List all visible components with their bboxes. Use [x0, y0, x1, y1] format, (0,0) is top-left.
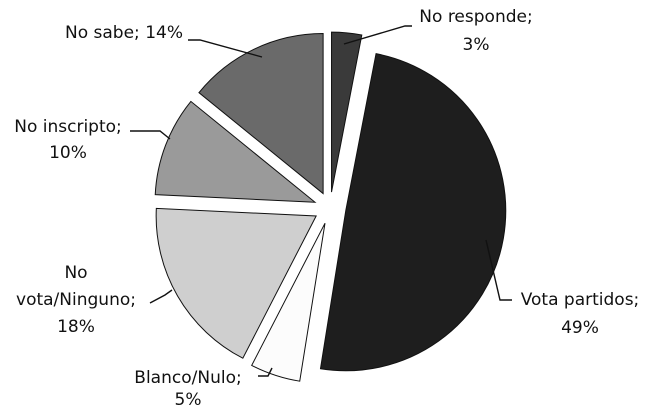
leader-lines	[130, 25, 512, 377]
leader-line-no-vota	[149, 289, 173, 304]
label-vota-partidos-value: 49%	[561, 318, 599, 338]
label-blanco-nulo-value: 5%	[175, 390, 202, 407]
pie-slice-no-responde	[331, 31, 363, 193]
label-no-responde-value: 3%	[463, 35, 490, 55]
leader-line-no-inscripto	[130, 130, 171, 140]
label-no-vota-value: 18%	[57, 317, 95, 337]
leader-line-vota-partidos	[485, 239, 512, 301]
label-no-sabe: No sabe; 14%	[65, 23, 183, 43]
label-blanco-nulo: Blanco/Nulo;	[134, 368, 241, 388]
pie-slice-no-vota-ninguno	[155, 207, 317, 359]
label-no-responde: No responde;	[419, 7, 532, 27]
leader-line-no-responde	[343, 25, 412, 45]
leader-line-blanco-nulo	[258, 367, 273, 377]
label-vota-partidos: Vota partidos;	[521, 290, 640, 310]
pie-slice-vota-partidos	[319, 53, 507, 372]
label-no-inscripto: No inscripto;	[14, 117, 122, 137]
leader-line-no-sabe	[188, 39, 263, 58]
pie-slice-no-sabe	[198, 33, 324, 195]
pie-slice-blanco-nulo	[251, 222, 326, 382]
label-no-vota-line1: No	[64, 263, 87, 283]
pie-slice-no-inscripto	[154, 100, 317, 203]
label-no-vota-line2: vota/Ninguno;	[16, 290, 136, 310]
label-no-inscripto-value: 10%	[49, 143, 87, 163]
pie-slices	[154, 31, 507, 382]
